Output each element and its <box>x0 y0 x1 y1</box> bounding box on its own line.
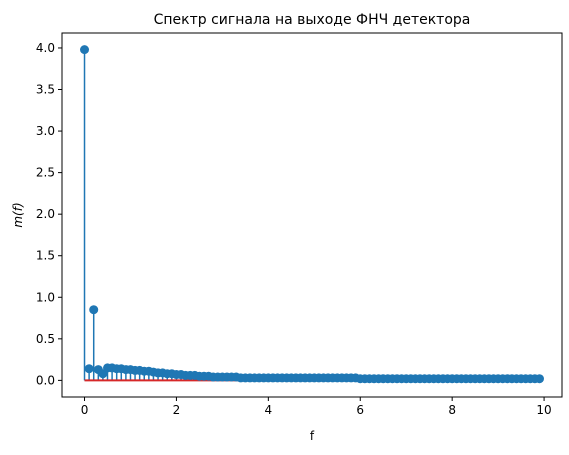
y-tick-label: 2.5 <box>36 166 55 180</box>
y-tick-label: 3.5 <box>36 83 55 97</box>
chart-title: Спектр сигнала на выходе ФНЧ детектора <box>154 12 471 28</box>
x-tick-label: 2 <box>173 403 181 417</box>
stem-markers <box>80 45 544 384</box>
x-axis-ticks: 0 2 4 6 8 10 <box>81 397 552 417</box>
y-tick-label: 3.0 <box>36 124 55 138</box>
x-tick-label: 6 <box>356 403 364 417</box>
x-tick-label: 4 <box>265 403 273 417</box>
stem-marker <box>89 305 99 315</box>
plot-area-frame <box>61 32 563 398</box>
stem-marker <box>80 45 90 55</box>
y-axis-label: m(f) <box>11 202 25 227</box>
stem-marker <box>84 364 94 374</box>
y-tick-label: 0.5 <box>36 332 55 346</box>
y-tick-label: 1.5 <box>36 249 55 263</box>
y-tick-label: 2.0 <box>36 207 55 221</box>
stem-marker <box>534 374 544 384</box>
y-tick-label: 0.0 <box>36 373 55 387</box>
x-tick-label: 0 <box>81 403 89 417</box>
y-axis-ticks: 0.0 0.5 1.0 1.5 2.0 2.5 3.0 3.5 4.0 <box>36 41 62 387</box>
x-tick-label: 8 <box>448 403 456 417</box>
y-tick-label: 1.0 <box>36 290 55 304</box>
x-axis-label: f <box>310 429 315 443</box>
stem-lines <box>83 49 541 381</box>
x-tick-label: 10 <box>536 403 551 417</box>
y-tick-label: 4.0 <box>36 41 55 55</box>
